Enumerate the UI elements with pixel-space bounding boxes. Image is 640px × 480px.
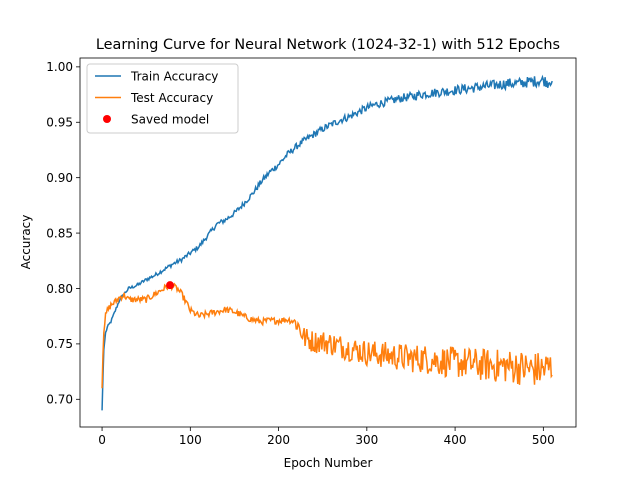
x-axis-ticks: 0 100 200 300 400 500 — [98, 427, 555, 447]
y-tick-label: 0.90 — [46, 171, 73, 185]
y-tick-label: 0.95 — [46, 116, 73, 130]
saved-model-marker — [166, 281, 175, 290]
x-tick-label: 100 — [179, 433, 202, 447]
y-axis-ticks: 0.70 0.75 0.80 0.85 0.90 0.95 1.00 — [46, 60, 80, 407]
axes-frame — [79, 57, 577, 428]
legend-box — [86, 63, 239, 134]
x-tick-label: 300 — [355, 433, 378, 447]
y-tick-label: 0.80 — [46, 282, 73, 296]
series-line-train-accuracy — [101, 74, 553, 411]
chart-title: Learning Curve for Neural Network (1024-… — [96, 37, 560, 53]
series-line-test-accuracy — [101, 281, 553, 389]
legend-label: Test Accuracy — [130, 91, 213, 105]
legend-label: Train Accuracy — [130, 69, 218, 83]
x-tick-label: 0 — [98, 433, 106, 447]
x-axis-label: Epoch Number — [284, 456, 373, 470]
legend: Train Accuracy Test Accuracy Saved model — [86, 63, 239, 134]
y-tick-label: 0.70 — [46, 393, 73, 407]
legend-label: Saved model — [131, 112, 209, 126]
x-tick-label: 500 — [532, 433, 555, 447]
y-tick-label: 0.85 — [46, 226, 73, 240]
y-tick-label: 0.75 — [46, 337, 73, 351]
x-tick-label: 400 — [444, 433, 467, 447]
plot-area — [101, 74, 553, 411]
x-tick-label: 200 — [267, 433, 290, 447]
y-tick-label: 1.00 — [46, 60, 73, 74]
legend-marker — [103, 115, 111, 123]
y-axis-label: Accuracy — [19, 215, 33, 270]
